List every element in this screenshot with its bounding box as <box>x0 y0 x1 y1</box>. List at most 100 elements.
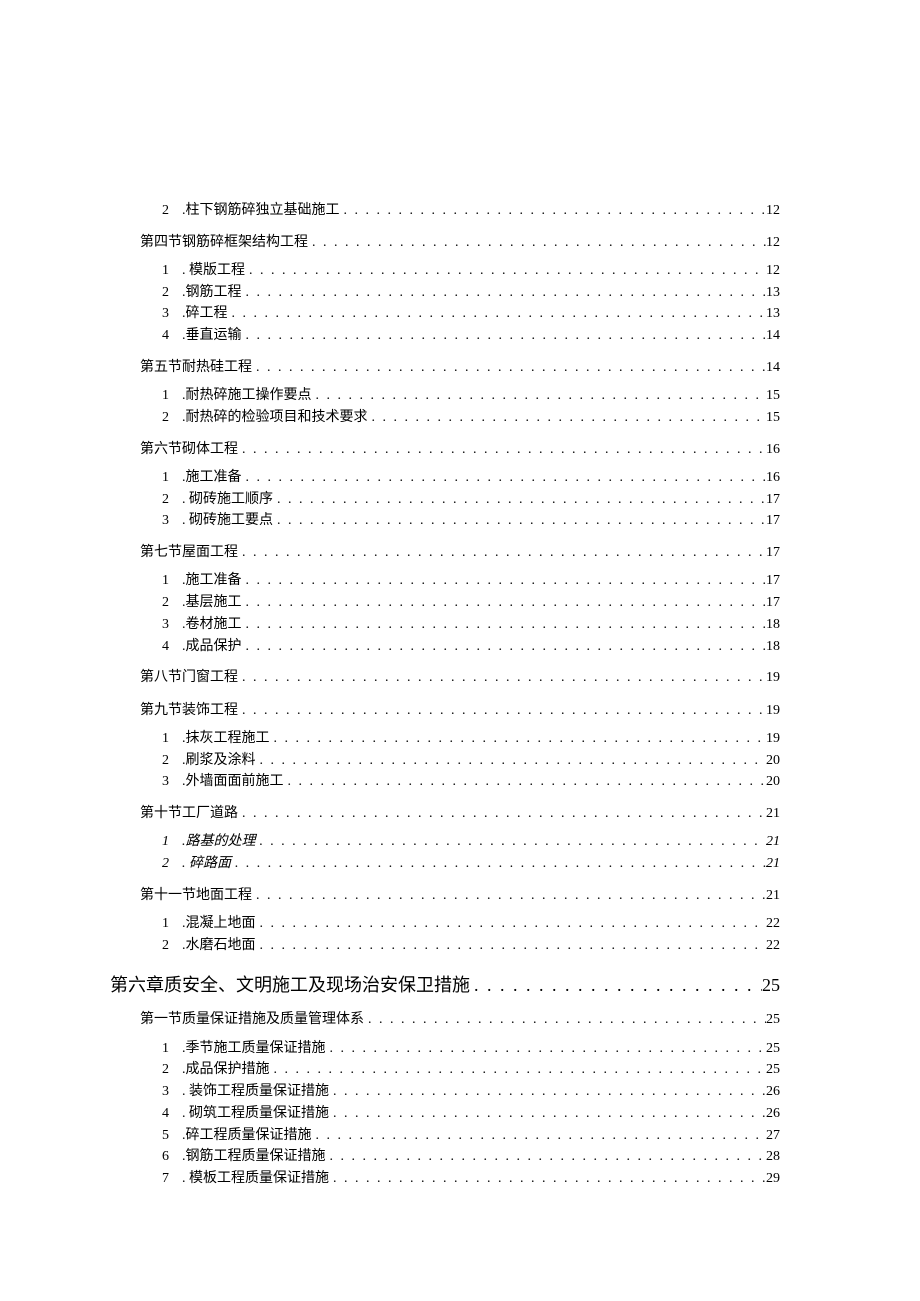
toc-line: 2.基层施工. . . . . . . . . . . . . . . . . … <box>110 592 780 614</box>
toc-label: 第九节装饰工程 <box>140 700 238 722</box>
toc-line: 第四节钢筋碎框架结构工程. . . . . . . . . . . . . . … <box>110 232 780 254</box>
toc-page-number: 15 <box>766 385 780 407</box>
toc-line: 3.外墙面面前施工. . . . . . . . . . . . . . . .… <box>110 771 780 793</box>
toc-page-number: 17 <box>766 542 780 564</box>
toc-page-number: 20 <box>766 771 780 793</box>
toc-page-number: 19 <box>766 728 780 750</box>
toc-leader-dots: . . . . . . . . . . . . . . . . . . . . … <box>238 542 766 564</box>
toc-page-number: 12 <box>766 260 780 282</box>
toc-label: .碎工程质量保证措施 <box>182 1125 312 1147</box>
toc-page-number: 18 <box>766 636 780 658</box>
toc-leader-dots: . . . . . . . . . . . . . . . . . . . . … <box>270 728 767 750</box>
toc-page-number: 21 <box>766 885 780 907</box>
toc-label: 第四节钢筋碎框架结构工程 <box>140 232 308 254</box>
toc-line: 2. 砌砖施工顺序. . . . . . . . . . . . . . . .… <box>110 489 780 511</box>
toc-line: 1.路基的处理. . . . . . . . . . . . . . . . .… <box>110 831 780 853</box>
toc-page-number: 25 <box>762 971 780 1000</box>
toc-leader-dots: . . . . . . . . . . . . . . . . . . . . … <box>308 232 766 254</box>
toc-page-number: 17 <box>766 510 780 532</box>
toc-page-number: 12 <box>766 232 780 254</box>
toc-leader-dots: . . . . . . . . . . . . . . . . . . . . … <box>238 700 766 722</box>
toc-item-number: 2 <box>162 200 182 222</box>
toc-page-number: 16 <box>766 467 780 489</box>
toc-label: .垂直运输 <box>182 325 242 347</box>
toc-leader-dots: . . . . . . . . . . . . . . . . . . . . … <box>231 853 766 875</box>
toc-label: . 装饰工程质量保证措施 <box>182 1081 329 1103</box>
toc-line: 1.季节施工质量保证措施. . . . . . . . . . . . . . … <box>110 1038 780 1060</box>
toc-label: 第六节砌体工程 <box>140 439 238 461</box>
toc-label: 第十节工厂道路 <box>140 803 238 825</box>
toc-line: 3.卷材施工. . . . . . . . . . . . . . . . . … <box>110 614 780 636</box>
toc-label: .钢筋工程 <box>182 282 242 304</box>
toc-line: 1. 模版工程. . . . . . . . . . . . . . . . .… <box>110 260 780 282</box>
toc-page-number: 25 <box>766 1038 780 1060</box>
toc-line: 3.碎工程. . . . . . . . . . . . . . . . . .… <box>110 303 780 325</box>
toc-line: 第六节砌体工程. . . . . . . . . . . . . . . . .… <box>110 439 780 461</box>
toc-page-number: 26 <box>766 1081 780 1103</box>
toc-item-number: 2 <box>162 750 182 772</box>
toc-item-number: 1 <box>162 1038 182 1060</box>
toc-page-number: 17 <box>766 592 780 614</box>
toc-page-number: 14 <box>766 357 780 379</box>
toc-line: 1.抹灰工程施工. . . . . . . . . . . . . . . . … <box>110 728 780 750</box>
toc-leader-dots: . . . . . . . . . . . . . . . . . . . . … <box>242 467 767 489</box>
toc-label: .成品保护 <box>182 636 242 658</box>
toc-page-number: 25 <box>766 1059 780 1081</box>
toc-page-number: 13 <box>766 303 780 325</box>
toc-leader-dots: . . . . . . . . . . . . . . . . . . . . … <box>256 750 767 772</box>
toc-line: 1.混凝上地面. . . . . . . . . . . . . . . . .… <box>110 913 780 935</box>
toc-page-number: 16 <box>766 439 780 461</box>
toc-label: 第八节门窗工程 <box>140 667 238 689</box>
toc-label: .钢筋工程质量保证措施 <box>182 1146 326 1168</box>
toc-line: 2.钢筋工程. . . . . . . . . . . . . . . . . … <box>110 282 780 304</box>
toc-leader-dots: . . . . . . . . . . . . . . . . . . . . … <box>270 1059 767 1081</box>
toc-leader-dots: . . . . . . . . . . . . . . . . . . . . … <box>242 614 767 636</box>
toc-item-number: 1 <box>162 467 182 489</box>
toc-item-number: 7 <box>162 1168 182 1190</box>
toc-container: 2.柱下钢筋碎独立基础施工. . . . . . . . . . . . . .… <box>110 200 780 1190</box>
toc-label: .刷浆及涂料 <box>182 750 256 772</box>
toc-label: 第一节质量保证措施及质量管理体系 <box>140 1009 364 1031</box>
toc-page-number: 17 <box>766 570 780 592</box>
toc-item-number: 4 <box>162 1103 182 1125</box>
toc-item-number: 2 <box>162 935 182 957</box>
toc-leader-dots: . . . . . . . . . . . . . . . . . . . . … <box>242 570 767 592</box>
toc-page-number: 22 <box>766 913 780 935</box>
toc-label: 第五节耐热硅工程 <box>140 357 252 379</box>
toc-leader-dots: . . . . . . . . . . . . . . . . . . . . … <box>312 1125 767 1147</box>
toc-page-number: 20 <box>766 750 780 772</box>
toc-label: .柱下钢筋碎独立基础施工 <box>182 200 340 222</box>
toc-item-number: 1 <box>162 913 182 935</box>
toc-label: 第十一节地面工程 <box>140 885 252 907</box>
toc-leader-dots: . . . . . . . . . . . . . . . . . . . . … <box>252 885 766 907</box>
toc-leader-dots: . . . . . . . . . . . . . . . . . . . . … <box>238 439 766 461</box>
toc-page-number: 13 <box>766 282 780 304</box>
toc-page-number: 22 <box>766 935 780 957</box>
toc-label: .成品保护措施 <box>182 1059 270 1081</box>
toc-label: .碎工程 <box>182 303 228 325</box>
toc-page-number: 12 <box>766 200 780 222</box>
toc-line: 第八节门窗工程. . . . . . . . . . . . . . . . .… <box>110 667 780 689</box>
toc-item-number: 2 <box>162 592 182 614</box>
toc-page-number: 26 <box>766 1103 780 1125</box>
toc-line: 2.柱下钢筋碎独立基础施工. . . . . . . . . . . . . .… <box>110 200 780 222</box>
toc-line: 2.刷浆及涂料. . . . . . . . . . . . . . . . .… <box>110 750 780 772</box>
toc-item-number: 1 <box>162 260 182 282</box>
toc-page-number: 15 <box>766 407 780 429</box>
toc-label: .耐热碎施工操作要点 <box>182 385 312 407</box>
toc-line: 7. 模板工程质量保证措施. . . . . . . . . . . . . .… <box>110 1168 780 1190</box>
toc-item-number: 4 <box>162 325 182 347</box>
toc-leader-dots: . . . . . . . . . . . . . . . . . . . . … <box>228 303 767 325</box>
toc-label: 第六章质安全、文明施工及现场治安保卫措施 <box>110 971 470 1000</box>
toc-line: 4.成品保护. . . . . . . . . . . . . . . . . … <box>110 636 780 658</box>
toc-item-number: 4 <box>162 636 182 658</box>
toc-line: 第十一节地面工程. . . . . . . . . . . . . . . . … <box>110 885 780 907</box>
toc-leader-dots: . . . . . . . . . . . . . . . . . . . . … <box>329 1081 766 1103</box>
toc-page-number: 25 <box>766 1009 780 1031</box>
toc-label: .卷材施工 <box>182 614 242 636</box>
toc-line: 2.耐热碎的检验项目和技术要求. . . . . . . . . . . . .… <box>110 407 780 429</box>
toc-label: .水磨石地面 <box>182 935 256 957</box>
toc-page-number: 19 <box>766 667 780 689</box>
toc-leader-dots: . . . . . . . . . . . . . . . . . . . . … <box>242 592 767 614</box>
toc-page-number: 17 <box>766 489 780 511</box>
